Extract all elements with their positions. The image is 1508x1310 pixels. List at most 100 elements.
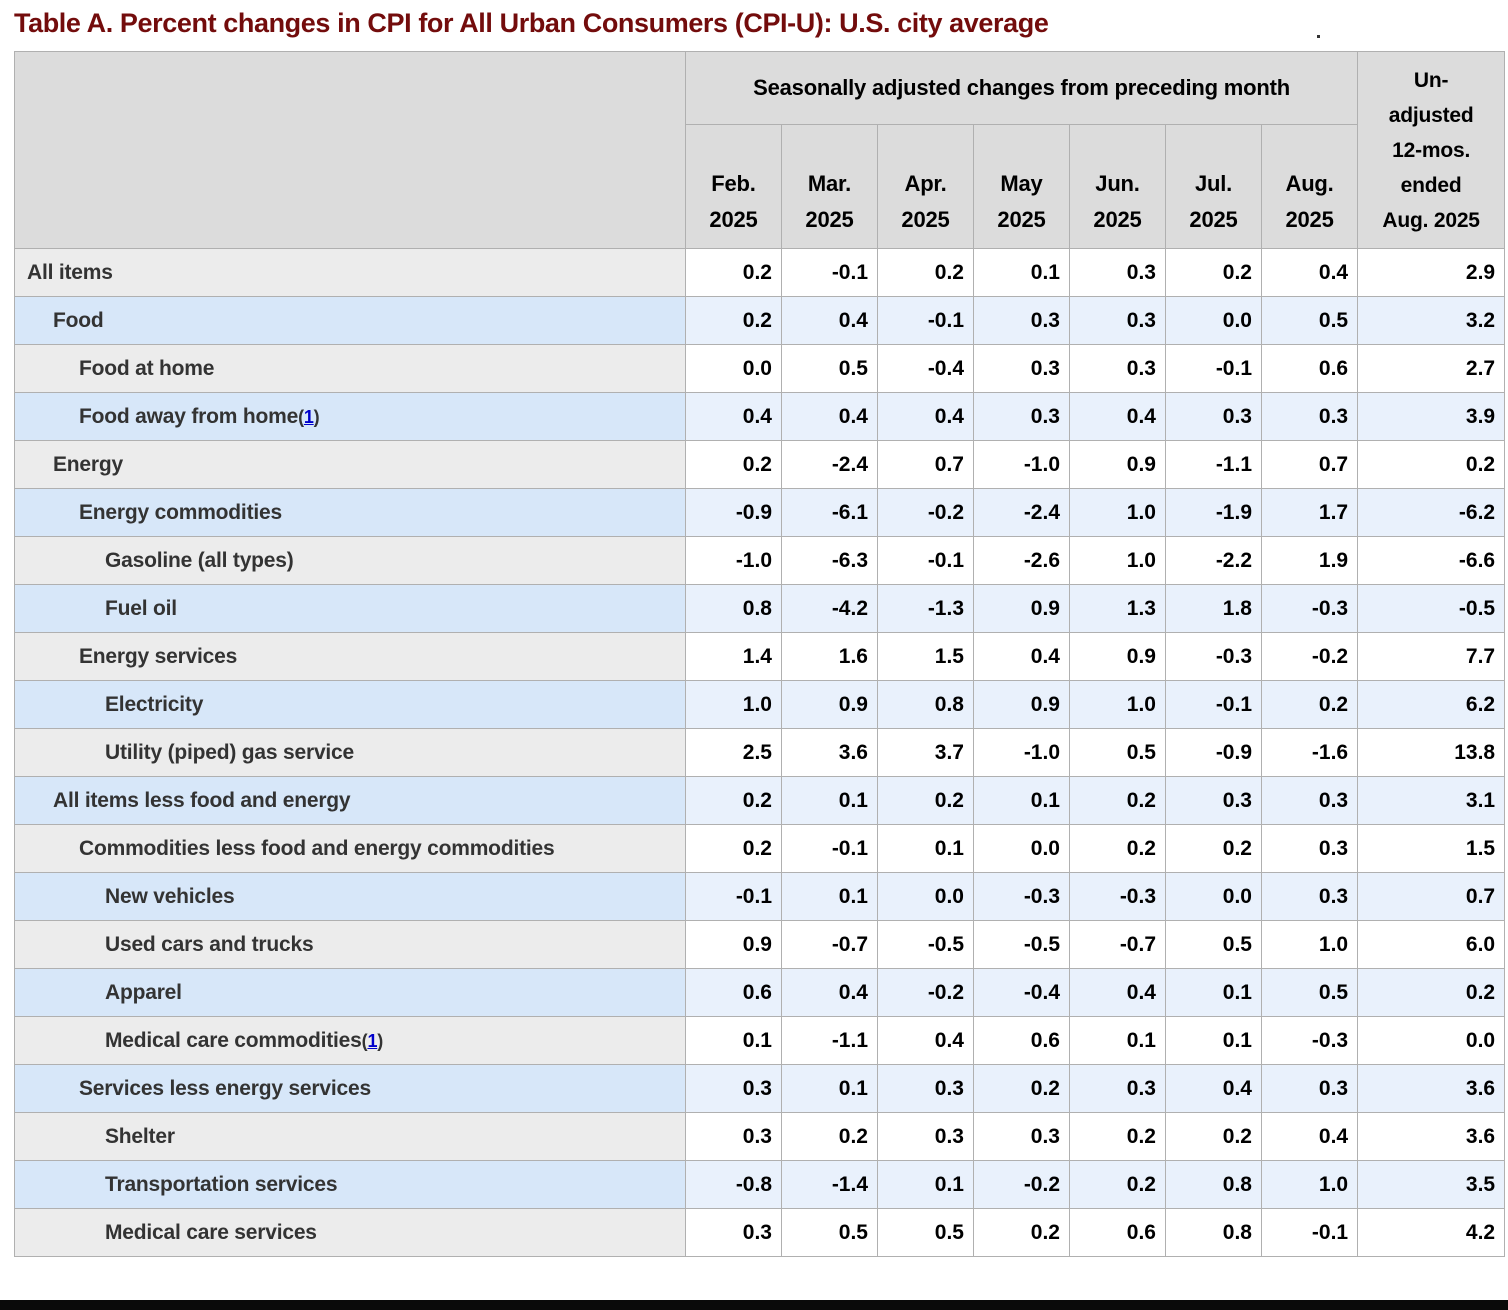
value-cell: -1.4: [781, 1160, 878, 1209]
value-cell: 0.4: [685, 392, 782, 441]
value-cell: -0.7: [781, 920, 878, 969]
table-row: Shelter 0.3 0.2 0.3 0.3 0.2 0.2 0.4 3.6: [14, 1112, 1506, 1161]
cpi-table: Seasonally adjusted changes from precedi…: [14, 51, 1506, 1257]
value-cell: 2.7: [1357, 344, 1506, 393]
value-cell: 3.2: [1357, 296, 1506, 345]
value-cell: 0.2: [1165, 1112, 1262, 1161]
row-label: All items less food and energy: [14, 776, 686, 825]
value-cell: 1.7: [1260, 488, 1359, 537]
value-cell: 1.0: [1260, 1160, 1359, 1209]
value-cell: 0.0: [1165, 872, 1262, 921]
value-cell: 3.9: [1357, 392, 1506, 441]
footnote-close-paren: ): [377, 1030, 384, 1051]
value-cell: 0.2: [685, 776, 782, 825]
row-label-text: Energy: [53, 452, 123, 476]
value-cell: -0.5: [1357, 584, 1506, 633]
value-cell: 0.9: [781, 680, 878, 729]
value-cell: 0.9: [1069, 440, 1166, 489]
table-header: Seasonally adjusted changes from precedi…: [14, 51, 1506, 249]
row-label-text: Services less energy services: [79, 1076, 371, 1100]
table-row: Energy services 1.4 1.6 1.5 0.4 0.9 -0.3…: [14, 632, 1506, 681]
row-label-text: Food: [53, 308, 104, 332]
value-cell: 0.3: [1069, 296, 1166, 345]
row-label-text: Energy commodities: [79, 500, 282, 524]
value-cell: 0.6: [1260, 344, 1359, 393]
value-cell: 0.3: [1069, 1064, 1166, 1113]
row-label-text: All items: [27, 260, 113, 284]
value-cell: 6.2: [1357, 680, 1506, 729]
footnote-link[interactable]: 1: [367, 1030, 378, 1051]
footnote: (1): [361, 1030, 384, 1051]
value-cell: 0.2: [685, 248, 782, 297]
value-cell: 0.8: [685, 584, 782, 633]
month-name: Jun.: [1095, 171, 1140, 196]
value-cell: -0.1: [781, 248, 878, 297]
value-cell: 0.4: [1069, 968, 1166, 1017]
value-cell: 0.0: [1165, 296, 1262, 345]
value-cell: 0.2: [685, 440, 782, 489]
value-cell: 0.4: [877, 392, 974, 441]
row-label-text: Medical care services: [105, 1220, 317, 1244]
footnote-link[interactable]: 1: [303, 406, 314, 427]
value-cell: -6.3: [781, 536, 878, 585]
value-cell: -0.2: [877, 488, 974, 537]
row-label-text: Shelter: [105, 1124, 175, 1148]
row-label-text: Food away from home: [79, 404, 299, 428]
table-row: Gasoline (all types) -1.0 -6.3 -0.1 -2.6…: [14, 536, 1506, 585]
value-cell: 0.3: [685, 1112, 782, 1161]
value-cell: 0.2: [1357, 968, 1506, 1017]
row-label: Fuel oil: [14, 584, 686, 633]
value-cell: -0.1: [877, 296, 974, 345]
value-cell: -1.0: [685, 536, 782, 585]
month-year: 2025: [997, 207, 1046, 232]
value-cell: -1.6: [1260, 728, 1359, 777]
footnote-open-paren: (: [361, 1030, 368, 1051]
value-cell: 0.8: [1165, 1160, 1262, 1209]
value-cell: -1.1: [781, 1016, 878, 1065]
value-cell: 0.2: [781, 1112, 878, 1161]
value-cell: 0.2: [1069, 776, 1166, 825]
month-name: Aug.: [1285, 171, 1334, 196]
value-cell: 1.0: [685, 680, 782, 729]
row-label-text: New vehicles: [105, 884, 235, 908]
value-cell: 0.1: [1165, 1016, 1262, 1065]
unadjusted-header-line: adjusted: [1388, 103, 1474, 127]
table-row: Energy 0.2 -2.4 0.7 -1.0 0.9 -1.1 0.7 0.…: [14, 440, 1506, 489]
value-cell: -0.1: [685, 872, 782, 921]
row-label: Energy commodities: [14, 488, 686, 537]
value-cell: -0.2: [877, 968, 974, 1017]
row-label: All items: [14, 248, 686, 297]
value-cell: 0.0: [877, 872, 974, 921]
month-year: 2025: [1285, 207, 1334, 232]
value-cell: 0.9: [973, 584, 1070, 633]
stray-dot: [1317, 35, 1320, 38]
value-cell: 1.4: [685, 632, 782, 681]
month-header: Aug. 2025: [1260, 124, 1359, 249]
value-cell: 7.7: [1357, 632, 1506, 681]
value-cell: 0.0: [1357, 1016, 1506, 1065]
value-cell: -0.3: [1260, 584, 1359, 633]
row-label: Gasoline (all types): [14, 536, 686, 585]
row-label: Apparel: [14, 968, 686, 1017]
value-cell: 0.1: [1165, 968, 1262, 1017]
month-header: Feb. 2025: [685, 124, 782, 249]
value-cell: 0.5: [781, 344, 878, 393]
table-row: Used cars and trucks 0.9 -0.7 -0.5 -0.5 …: [14, 920, 1506, 969]
value-cell: -0.1: [781, 824, 878, 873]
value-cell: 0.5: [1165, 920, 1262, 969]
row-label: Medical care services: [14, 1208, 686, 1257]
month-name: Apr.: [904, 171, 947, 196]
table-row: All items 0.2 -0.1 0.2 0.1 0.3 0.2 0.4 2…: [14, 248, 1506, 297]
month-header: Jun. 2025: [1069, 124, 1166, 249]
value-cell: 0.3: [1165, 776, 1262, 825]
value-cell: 0.1: [781, 872, 878, 921]
value-cell: -0.2: [1260, 632, 1359, 681]
month-header: Mar. 2025: [781, 124, 878, 249]
value-cell: 0.3: [1260, 776, 1359, 825]
footnote-close-paren: ): [313, 406, 320, 427]
group-header: Seasonally adjusted changes from precedi…: [684, 51, 1359, 125]
value-cell: 0.3: [973, 296, 1070, 345]
value-cell: 0.3: [685, 1208, 782, 1257]
unadjusted-header-line: ended: [1400, 173, 1462, 197]
row-label-text: Gasoline (all types): [105, 548, 294, 572]
